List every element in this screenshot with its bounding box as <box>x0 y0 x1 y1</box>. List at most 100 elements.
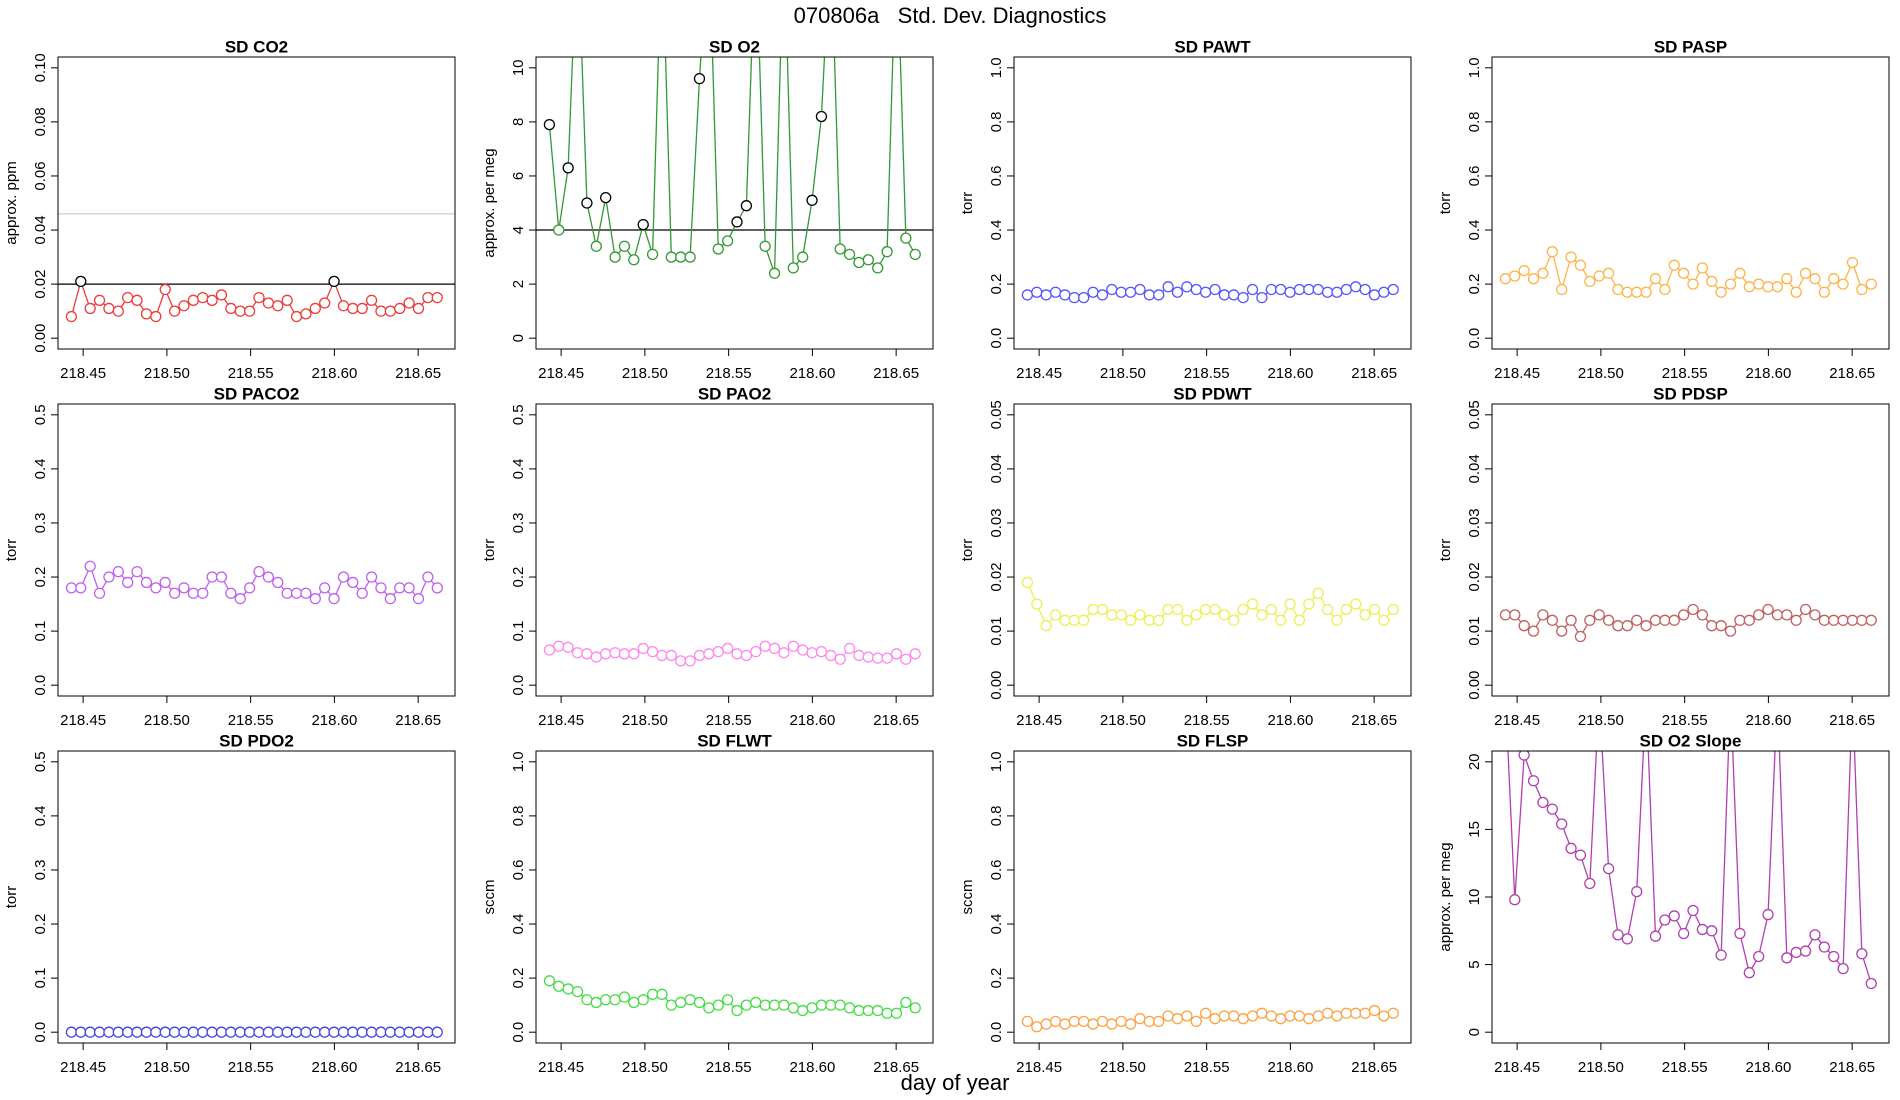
data-point <box>337 1026 350 1038</box>
data-point <box>1068 291 1080 304</box>
y-tick-label: 0.02 <box>988 562 1005 591</box>
panel-title: SD CO2 <box>225 37 288 56</box>
data-point <box>862 1004 874 1017</box>
data-point <box>759 640 771 652</box>
data-point <box>1068 614 1080 626</box>
data-point <box>1715 286 1727 298</box>
data-point <box>103 1026 115 1038</box>
data-point <box>1696 609 1709 621</box>
data-point <box>1584 275 1596 288</box>
data-point <box>881 652 893 664</box>
data-point <box>1781 273 1793 285</box>
data-point <box>319 1026 331 1038</box>
data-point <box>1293 1010 1306 1022</box>
y-tick-label: 0.5 <box>32 404 49 425</box>
data-point <box>1031 1021 1043 1033</box>
y-tick-label: 0.03 <box>988 508 1005 537</box>
y-axis-label: torr <box>481 539 498 562</box>
x-tick-label: 218.50 <box>144 712 190 729</box>
data-point <box>1621 933 1633 945</box>
data-point <box>1631 286 1643 298</box>
data-point <box>1790 286 1802 298</box>
data-point <box>543 975 556 987</box>
y-tick-label: 0.4 <box>510 458 527 479</box>
data-point <box>75 275 87 288</box>
y-tick-label: 10 <box>1466 889 1483 906</box>
y-tick-label: 0.0 <box>510 675 527 696</box>
data-point <box>1256 1007 1268 1019</box>
plot-area <box>1499 246 1877 298</box>
data-point <box>1762 281 1774 293</box>
x-tick-label: 218.60 <box>311 1059 357 1076</box>
data-point <box>618 648 631 660</box>
x-tick-label: 218.55 <box>1662 365 1708 382</box>
x-tick-label: 218.50 <box>1100 365 1146 382</box>
data-point <box>862 254 874 266</box>
data-point <box>1124 286 1137 298</box>
data-point <box>1275 1013 1287 1025</box>
x-tick-label: 218.65 <box>1829 712 1875 729</box>
x-tick-label: 218.50 <box>1578 712 1624 729</box>
data-point <box>1171 286 1184 298</box>
y-tick-label: 0.8 <box>1466 111 1483 132</box>
data-point <box>590 651 602 663</box>
data-point <box>1284 598 1296 610</box>
panel: SD PACO2 torr 0.0 0.1 0.2 0.3 0.4 0.5 218.45 218.… <box>3 384 456 729</box>
data-point <box>1359 609 1371 621</box>
data-point <box>628 996 640 1009</box>
data-point <box>890 1007 903 1019</box>
y-axis-label: torr <box>3 886 20 909</box>
data-point <box>140 308 153 320</box>
data-point <box>1818 941 1830 953</box>
data-point <box>225 1026 237 1038</box>
y-tick-label: 1.0 <box>1466 57 1483 78</box>
panel: SD PASP torr 0.0 0.2 0.4 0.6 0.8 1.0 218.45 218.5… <box>1437 37 1890 382</box>
x-tick-label: 218.60 <box>1745 1059 1791 1076</box>
data-point <box>1106 1018 1118 1030</box>
plot-area <box>58 213 455 323</box>
data-point <box>703 1002 715 1014</box>
data-point <box>1762 603 1774 616</box>
data-point <box>131 1026 143 1038</box>
data-point <box>1096 1015 1109 1028</box>
data-point <box>1303 283 1315 296</box>
data-point <box>1574 259 1587 271</box>
data-point <box>890 648 903 660</box>
y-tick-label: 6 <box>510 172 527 180</box>
panel: SD FLWT sccm 0.0 0.2 0.4 0.6 0.8 1.0 218.45 218.5… <box>481 731 934 1076</box>
data-point <box>1612 620 1624 632</box>
data-point <box>206 571 218 583</box>
data-point <box>1527 273 1540 285</box>
data-point <box>684 655 696 667</box>
data-point <box>637 642 649 655</box>
data-point <box>1350 1007 1362 1019</box>
data-point <box>243 305 256 317</box>
panel-title: SD PDSP <box>1653 384 1728 403</box>
data-point <box>253 565 265 578</box>
data-point <box>712 999 724 1011</box>
data-point <box>1275 614 1287 626</box>
data-point <box>1143 1015 1155 1028</box>
data-point <box>768 642 781 655</box>
data-point <box>815 110 828 123</box>
data-point <box>843 248 856 261</box>
data-point <box>65 310 78 323</box>
data-point <box>281 294 293 306</box>
data-point <box>328 275 340 288</box>
data-point <box>1368 1004 1381 1017</box>
data-point <box>1162 603 1174 616</box>
y-tick-label: 0.4 <box>1466 220 1483 241</box>
data-point <box>1640 620 1652 632</box>
data-point <box>740 649 753 662</box>
data-point <box>1265 283 1277 296</box>
data-point <box>693 996 706 1009</box>
data-point <box>768 999 781 1011</box>
data-point <box>337 300 350 312</box>
y-tick-label: 0 <box>510 334 527 342</box>
y-tick-label: 5 <box>1466 960 1483 968</box>
y-tick-label: 15 <box>1466 821 1483 838</box>
data-point <box>168 305 181 317</box>
data-point <box>1734 927 1746 940</box>
data-point <box>1162 281 1174 293</box>
panel: SD PAO2 torr 0.0 0.1 0.2 0.3 0.4 0.5 218.45 218.5… <box>481 384 934 729</box>
